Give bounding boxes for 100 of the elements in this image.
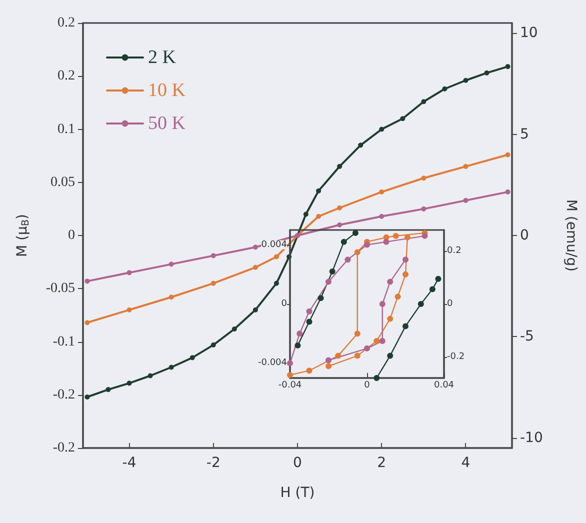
y-tick-label: -0.2 (52, 387, 75, 402)
point (126, 380, 132, 386)
point (296, 330, 303, 337)
y2-axis-title: M (emu/g) (563, 199, 579, 272)
x-tick-label: 2 (377, 455, 386, 471)
point (402, 271, 408, 278)
point (352, 230, 358, 236)
point (126, 270, 132, 276)
y-tick-label: 0 (68, 228, 75, 243)
point (84, 320, 90, 326)
point (329, 268, 336, 274)
point (364, 345, 370, 352)
y2-tick-label: -10 (520, 430, 543, 446)
point (326, 278, 332, 285)
legend-label: 50 K (148, 113, 186, 134)
point (505, 64, 510, 70)
point (337, 205, 342, 210)
point (442, 86, 448, 92)
y2-tick-label: 0.2 (447, 246, 462, 256)
y2-tick-label: 5 (520, 126, 529, 142)
point (316, 188, 322, 194)
legend-label: 2 K (148, 47, 176, 68)
x-tick-label: 0 (293, 455, 302, 471)
point (379, 214, 384, 219)
x-tick-label: 0.04 (434, 380, 454, 390)
point (148, 373, 153, 378)
point (168, 294, 174, 300)
y2-tick-label: -5 (520, 328, 534, 345)
point (354, 330, 360, 337)
point (463, 78, 468, 83)
point (168, 262, 174, 267)
point (404, 234, 410, 240)
point (387, 352, 394, 359)
point (374, 375, 380, 381)
point (306, 368, 312, 374)
y-tick-label: -0.2 (52, 440, 75, 456)
y2-tick-label: 0 (447, 299, 453, 309)
point (232, 326, 237, 332)
point (484, 70, 490, 76)
y-tick-label: -0.004 (258, 358, 288, 368)
point (421, 99, 426, 104)
point (252, 244, 258, 250)
point (318, 295, 324, 302)
point (335, 352, 342, 359)
point (354, 352, 360, 359)
point (429, 286, 436, 292)
point (210, 253, 216, 258)
point (387, 278, 394, 285)
point (379, 189, 384, 194)
point (252, 307, 258, 312)
point (354, 249, 360, 256)
point (505, 189, 510, 194)
point (106, 387, 111, 392)
point (392, 232, 399, 239)
point (337, 222, 342, 228)
point (84, 394, 90, 400)
point (126, 307, 132, 312)
point (326, 363, 332, 370)
y-tick-label: 0.004 (261, 240, 288, 250)
point (400, 116, 406, 122)
point (306, 308, 312, 314)
point (374, 338, 380, 344)
point (326, 357, 332, 364)
point (394, 294, 401, 300)
point (422, 232, 428, 239)
point (358, 142, 364, 148)
point (418, 301, 424, 307)
point (210, 280, 216, 286)
point (168, 364, 174, 370)
x-tick-label: -0.04 (278, 380, 302, 390)
y2-tick-label: 10 (520, 25, 538, 42)
point (379, 338, 386, 344)
y2-tick-label: 0 (520, 228, 529, 244)
point (287, 360, 293, 366)
x-tick-label: -2 (206, 455, 220, 471)
y2-tick-label: -0.2 (447, 352, 465, 362)
point (84, 278, 90, 284)
point (383, 238, 390, 245)
y-tick-label: 0 (281, 299, 288, 309)
point (435, 276, 442, 282)
point (210, 342, 216, 348)
y-tick-label: 0.05 (50, 174, 75, 190)
point (316, 214, 322, 219)
point (274, 280, 279, 286)
point (421, 176, 426, 181)
x-tick-label: 0 (364, 380, 370, 390)
y-axis-title: M (μB) (14, 214, 32, 258)
x-axis-title: H (T) (280, 485, 315, 501)
point (337, 164, 342, 169)
y-tick-label: 0.2 (58, 68, 75, 84)
y-tick-label: 0.1 (58, 122, 75, 137)
point (463, 198, 468, 203)
point (274, 254, 279, 260)
point (387, 316, 394, 322)
point (402, 323, 408, 330)
y-tick-label: 0.2 (58, 16, 75, 30)
point (505, 152, 510, 158)
x-tick-label: -4 (122, 455, 136, 471)
y-tick-label: -0.05 (46, 281, 75, 296)
point (402, 256, 408, 263)
